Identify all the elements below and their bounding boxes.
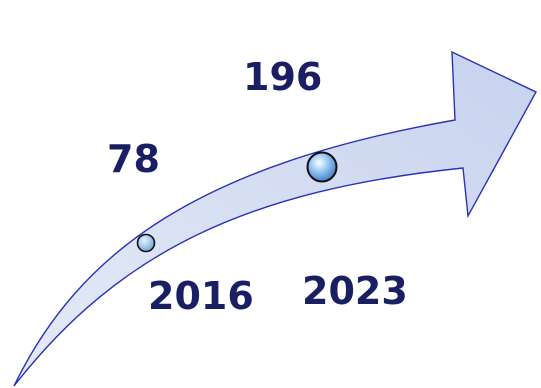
year-label-2016: 2016 [148, 274, 254, 318]
year-label-2023: 2023 [302, 269, 408, 313]
data-point-marker-2023 [306, 151, 338, 183]
data-point-marker-2016 [136, 233, 156, 253]
trend-arrow [13, 50, 537, 387]
value-label-2023: 196 [243, 55, 323, 99]
value-label-2016: 78 [107, 137, 160, 181]
